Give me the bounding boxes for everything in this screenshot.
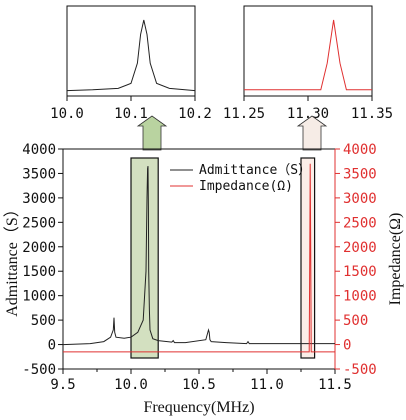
impedance-line [63, 163, 335, 353]
highlight-box-impedance [300, 157, 316, 359]
y-left-tick-label: 500 [31, 313, 56, 329]
legend-label-admittance: Admittance（S） [199, 163, 311, 178]
y-left-tick-label: 0 [48, 338, 56, 354]
inset-impedance-frame [243, 5, 373, 97]
inset-x-tick-label: 11.30 [287, 106, 329, 122]
y-left-tick-label: 2000 [22, 240, 56, 256]
y-left-tick-label: 3500 [22, 166, 56, 182]
highlight-boxes [130, 157, 316, 359]
main-plot: 9.5 10.0 10.5 11.0 11.5-50005001000150020002… [3, 142, 404, 416]
inset-x-tick-label: 10.0 [50, 106, 84, 122]
inset-admittance-frame [66, 5, 196, 97]
inset-admittance: 10.0 10.1 10.2 [50, 5, 212, 122]
y-axis-label-right: Impedance(Ω) [387, 213, 404, 306]
x-tick-label: 9.5 [50, 377, 75, 393]
y-left-tick-label: 3000 [22, 191, 56, 207]
y-left-tick-label: 2500 [22, 215, 56, 231]
y-right-tick-label: 4000 [343, 142, 377, 158]
y-right-tick-label: 1500 [343, 264, 377, 280]
x-axis-label: Frequency(MHz) [143, 399, 254, 416]
x-tick-label: 10.5 [182, 377, 216, 393]
x-tick-label: 11.0 [250, 377, 284, 393]
x-tick-label: 10.0 [114, 377, 148, 393]
y-right-tick-label: 2500 [343, 215, 377, 231]
legend: Admittance（S）Impedance(Ω) [170, 163, 311, 194]
inset-x-tick-label: 11.35 [351, 106, 393, 122]
y-right-tick-label: 0 [343, 338, 351, 354]
y-left-tick-label: 1500 [22, 264, 56, 280]
inset-x-tick-label: 11.25 [223, 106, 265, 122]
y-right-tick-label: 3000 [343, 191, 377, 207]
y-right-tick-label: 1000 [343, 289, 377, 305]
x-tick-label: 11.5 [318, 377, 352, 393]
y-right-tick-label: 2000 [343, 240, 377, 256]
inset-impedance-line [244, 19, 372, 91]
inset-x-tick-label: 10.1 [114, 106, 148, 122]
admittance-line [62, 166, 335, 346]
arrow-admittance-inset [136, 115, 168, 151]
y-left-tick-label: 1000 [22, 289, 56, 305]
y-right-tick-label: 3500 [343, 166, 377, 182]
connector-arrows [136, 115, 328, 151]
highlight-box-admittance [130, 157, 159, 359]
inset-impedance: 11.25 11.30 11.35 [223, 5, 393, 122]
y-axis-label-left: Admittance（S） [3, 201, 21, 317]
inset-x-tick-label: 10.2 [178, 106, 212, 122]
y-right-tick-label: -500 [343, 362, 377, 378]
inset-panels: 10.0 10.1 10.2 11.25 11.30 11.35 [50, 5, 393, 122]
arrow-impedance-inset [296, 115, 328, 151]
y-left-tick-label: -500 [22, 362, 56, 378]
legend-label-impedance: Impedance(Ω) [199, 179, 293, 194]
inset-admittance-line [66, 19, 196, 92]
y-right-tick-label: 500 [343, 313, 368, 329]
y-left-tick-label: 4000 [22, 142, 56, 158]
